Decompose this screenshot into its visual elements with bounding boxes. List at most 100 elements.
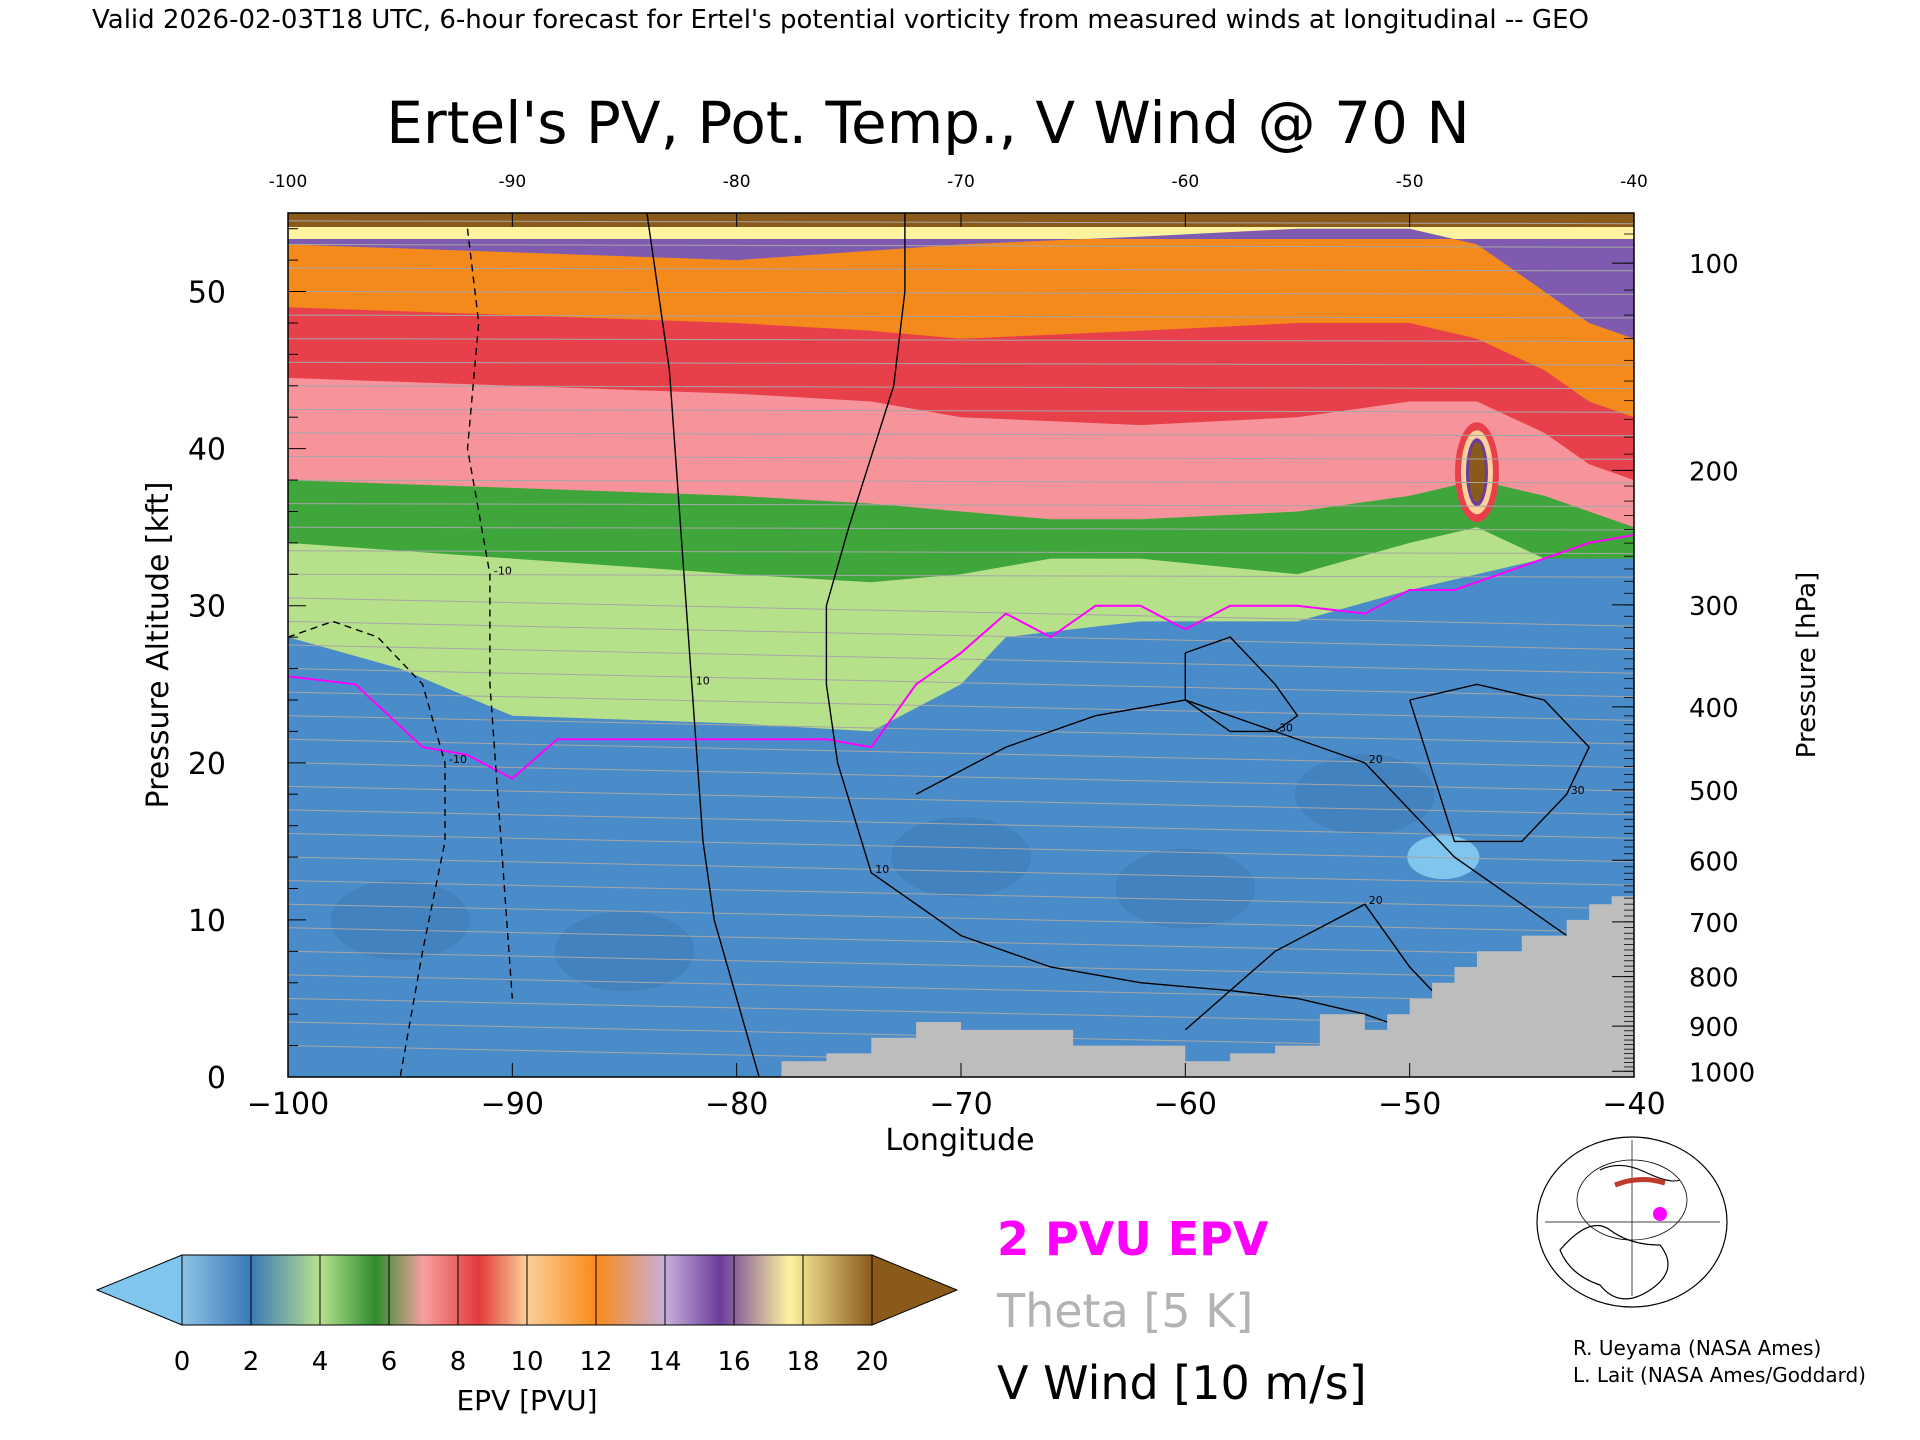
x-tick-label-top: -100 (269, 172, 308, 192)
fold-core (1468, 442, 1485, 503)
map-globe-outline (1536, 1136, 1728, 1308)
x-tick-label-top: -90 (498, 172, 526, 192)
theta-isentrope (288, 314, 1634, 319)
location-map (1535, 1136, 1730, 1308)
x-tick-label: −100 (247, 1087, 329, 1122)
map-continent (1559, 1224, 1669, 1300)
legend: 2 PVU EPV Theta [5 K] V Wind [10 m/s] (996, 1212, 1367, 1410)
epv-layer-purple (288, 228, 1634, 339)
epv-low-patch (1294, 754, 1435, 835)
theta-isentrope (288, 432, 1634, 437)
vwind-contour-label: 30 (1571, 784, 1585, 797)
pressure-tick-label: 800 (1689, 964, 1739, 994)
y-axis-label: Pressure Altitude [kft] (141, 482, 176, 809)
map-location-dot (1653, 1207, 1667, 1221)
vwind-contour (646, 213, 760, 1077)
colorbar-tick-label: 2 (243, 1347, 260, 1377)
y-axis: 0 10 20 30 40 50 (188, 228, 306, 1096)
vwind-contour (1184, 636, 1299, 733)
colorbar-tick-label: 8 (450, 1347, 467, 1377)
y-tick-label: 40 (188, 433, 226, 468)
pressure-tick-label: 700 (1689, 909, 1739, 939)
vwind-contour-label: -10 (494, 564, 512, 577)
x-tick-label-top: -40 (1620, 172, 1648, 192)
theta-isentrope (288, 927, 1634, 957)
theta-isentrope (288, 479, 1634, 484)
theta-isentrope (288, 361, 1634, 366)
x-tick-label-top: -80 (723, 172, 751, 192)
x-axis-label: Longitude (885, 1123, 1034, 1158)
y-tick-label: 0 (207, 1061, 226, 1096)
vwind-contour-label: 10 (696, 674, 710, 687)
pressure-tick-label: 400 (1689, 694, 1739, 724)
x-tick-label-top: -70 (947, 172, 975, 192)
vwind-contour-label: 20 (1369, 753, 1383, 766)
y-tick-label: 20 (188, 747, 226, 782)
y-tick-label: 50 (188, 276, 226, 311)
plot-area: 10 10 -10 -10 30 30 20 20 (288, 213, 1634, 1077)
theta-isentrope (288, 550, 1634, 555)
pressure-tick-label: 100 (1689, 250, 1739, 280)
x-tick-label: −70 (929, 1087, 992, 1122)
theta-isentrope (288, 243, 1634, 248)
theta-isentrope (288, 385, 1634, 390)
epv-low-patch (891, 817, 1031, 898)
colorbar-tick-label: 14 (648, 1347, 681, 1377)
colorbar-tick-label: 10 (510, 1347, 543, 1377)
epv-min-patch (1407, 835, 1480, 880)
header-text: Valid 2026-02-03T18 UTC, 6-hour forecast… (92, 5, 1589, 35)
vwind-contour (1184, 903, 1456, 1031)
pressure-tick-label: 200 (1689, 457, 1739, 487)
theta-isentrope (288, 456, 1634, 460)
vwind-contour-label: 20 (1369, 894, 1383, 907)
vwind-contour-label: 10 (875, 863, 889, 876)
vwind-contour (825, 213, 1410, 1031)
colorbar-tick-label: 0 (174, 1347, 191, 1377)
epv-layer-orange (288, 239, 1634, 418)
theta-isentrope (288, 738, 1634, 768)
theta-isentrope (288, 668, 1634, 698)
theta-isentrope (288, 833, 1634, 863)
y-tick-label: 30 (188, 590, 226, 625)
theta-isentrope (288, 597, 1634, 627)
theta-isentrope (288, 762, 1634, 792)
colorbar: 0 2 4 6 8 10 12 14 16 18 20 EPV [PVU] (95, 1254, 959, 1417)
vwind-contour-label: 30 (1279, 721, 1293, 734)
vwind-contour-label: -10 (449, 753, 467, 766)
colorbar-tick-label: 18 (786, 1347, 819, 1377)
theta-isentrope (288, 950, 1634, 981)
pressure-tick-label: 900 (1689, 1013, 1739, 1043)
y2-axis-label: Pressure [hPa] (1792, 572, 1822, 759)
theta-isentrope (288, 809, 1634, 839)
epv-low-patch (554, 911, 695, 992)
theta-isentrope (288, 644, 1634, 674)
colorbar-label: EPV [PVU] (456, 1384, 597, 1417)
theta-isentrope (288, 856, 1634, 886)
theta-isentrope (288, 903, 1634, 933)
pressure-axis: 1000 900 800 700 600 500 400 300 200 100 (1612, 233, 1755, 1088)
pressure-tick-label: 1000 (1689, 1058, 1755, 1088)
epv-low-patch (1115, 848, 1256, 929)
x-tick-label: −50 (1378, 1087, 1441, 1122)
legend-item-pv: 2 PVU EPV (997, 1212, 1269, 1266)
x-axis-top: -100 -90 -80 -70 -60 -50 -40 (269, 172, 1648, 192)
theta-isentrope (288, 691, 1634, 721)
colorbar-high-arrow (871, 1254, 959, 1326)
theta-isentrope (288, 503, 1634, 507)
x-tick-label: −90 (481, 1087, 544, 1122)
x-tick-label-top: -50 (1396, 172, 1424, 192)
x-tick-label: −40 (1602, 1087, 1665, 1122)
legend-item-vwind: V Wind [10 m/s] (997, 1356, 1367, 1410)
vwind-contour (288, 620, 446, 1077)
y-tick-label: 10 (188, 904, 226, 939)
pressure-tick-label: 600 (1689, 847, 1739, 877)
credit-line-1: R. Ueyama (NASA Ames) (1573, 1336, 1821, 1360)
theta-isentrope (288, 573, 1634, 578)
x-tick-label-top: -60 (1171, 172, 1199, 192)
theta-isentrope (288, 267, 1634, 272)
theta-isentrope (288, 620, 1634, 651)
vwind-contour (1409, 683, 1590, 843)
vwind-contour (466, 228, 513, 999)
pressure-tick-label: 500 (1689, 777, 1739, 807)
